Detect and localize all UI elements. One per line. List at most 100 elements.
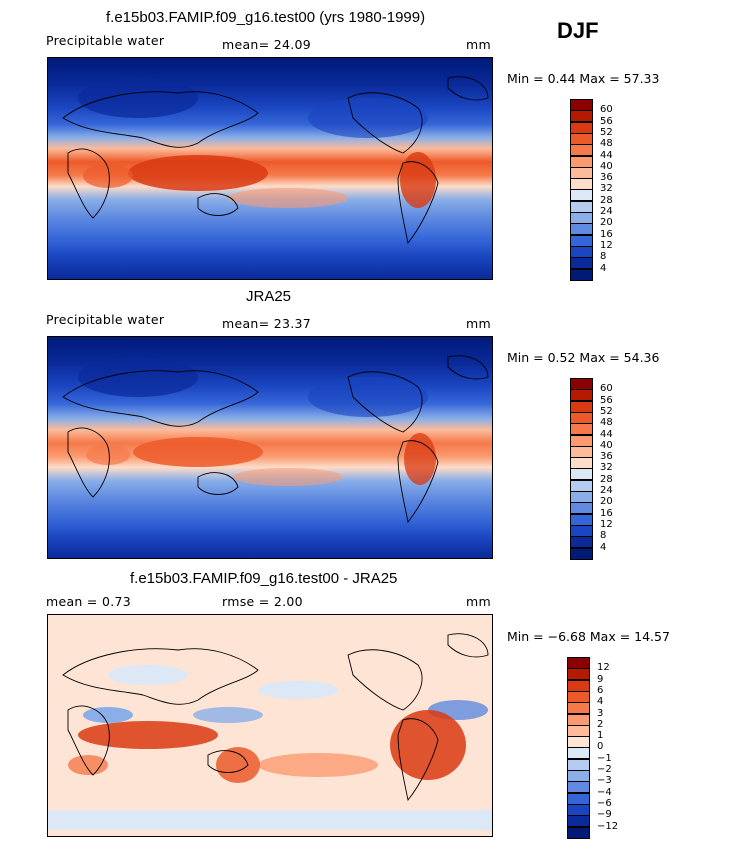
colorbar-level-label: −2 <box>597 764 612 775</box>
colorbar-level-label: 36 <box>600 451 613 463</box>
colorbar-level-label: −6 <box>597 797 612 809</box>
colorbar-swatch <box>570 144 593 157</box>
colorbar-swatch <box>570 110 593 123</box>
colorbar-level-label: 2 <box>597 718 604 730</box>
colorbar-swatch <box>570 234 593 247</box>
colorbar-swatch <box>570 400 593 413</box>
colorbar-swatch <box>570 468 593 481</box>
colorbar-level-label: 4 <box>597 696 604 708</box>
colorbar-swatch <box>567 770 590 782</box>
colorbar-level-label: −12 <box>597 820 619 832</box>
colorbar-swatch <box>567 826 590 839</box>
colorbar-swatch <box>570 223 593 236</box>
colorbar-swatch <box>570 257 593 270</box>
colorbar-level-label: 4 <box>600 262 607 274</box>
colorbar-swatch <box>570 155 593 168</box>
colorbar-level-label: 24 <box>600 206 613 217</box>
colorbar-swatch <box>567 815 590 828</box>
colorbar-level-label: 0 <box>597 741 604 753</box>
colorbar-level-label: 32 <box>600 183 613 195</box>
units-label: mm <box>466 594 491 609</box>
colorbar-level-label: 44 <box>600 428 613 440</box>
colorbar-level-label: 28 <box>600 194 613 206</box>
colorbar-level-label: 60 <box>600 104 613 116</box>
colorbar-swatch <box>567 781 590 794</box>
colorbar-level-label: −1 <box>597 752 612 764</box>
colorbar-swatch <box>567 690 590 703</box>
map-difference <box>47 614 493 837</box>
colorbar-level-label: 1 <box>597 730 604 742</box>
colorbar-swatch <box>570 491 593 503</box>
colorbar-swatch <box>567 713 590 726</box>
colorbar-swatch <box>570 200 593 213</box>
colorbar-swatch <box>570 212 593 224</box>
colorbar-level-label: 6 <box>597 684 604 696</box>
colorbar-level-label: 40 <box>600 160 613 172</box>
colorbar-swatch <box>570 268 593 281</box>
colorbar-swatch <box>570 389 593 402</box>
colorbar-swatch <box>570 99 593 111</box>
colorbar-swatch <box>570 423 593 436</box>
min-max: Min = 0.44 Max = 57.33 <box>507 71 660 86</box>
map-model-precip-water <box>47 57 493 280</box>
colorbar-swatch <box>570 457 593 470</box>
colorbar-level-label: 20 <box>600 496 613 508</box>
mean-value: mean= 24.09 <box>222 37 311 52</box>
panel-title: f.e15b03.FAMIP.f09_g16.test00 (yrs 1980-… <box>106 9 426 26</box>
colorbar-level-label: 20 <box>600 217 613 229</box>
difference-field <box>48 615 492 836</box>
coastlines <box>62 355 489 524</box>
colorbar-swatch <box>570 479 593 492</box>
colorbar-swatch <box>570 434 593 447</box>
colorbar-swatch <box>567 747 590 760</box>
colorbar-level-label: 44 <box>600 149 613 161</box>
colorbar-level-label: −3 <box>597 775 612 787</box>
colorbar-level-label: 16 <box>600 507 613 519</box>
colorbar-swatch <box>567 724 590 737</box>
colorbar-swatch <box>570 121 593 134</box>
precip-field <box>48 58 492 279</box>
mean-value: mean= 23.37 <box>222 316 311 331</box>
colorbar-level-label: 12 <box>600 239 613 251</box>
colorbar-swatch <box>567 702 590 715</box>
colorbar-swatch <box>570 166 593 179</box>
colorbar-level-label: 28 <box>600 473 613 485</box>
colorbar-level-label: 36 <box>600 172 613 184</box>
units-label: mm <box>466 316 491 331</box>
rmse-value: rmse = 2.00 <box>222 594 303 609</box>
min-max: Min = −6.68 Max = 14.57 <box>507 629 670 644</box>
colorbar-swatch <box>570 178 593 191</box>
season-label: DJF <box>557 18 599 43</box>
colorbar-level-label: 52 <box>600 126 613 138</box>
coastlines <box>62 76 489 245</box>
colorbar-swatch <box>570 445 593 458</box>
colorbar-level-label: 8 <box>600 251 607 263</box>
colorbar-swatch <box>570 378 593 390</box>
colorbar-level-label: 48 <box>600 138 613 150</box>
colorbar-swatch <box>567 657 590 669</box>
colorbar-level-label: 12 <box>597 662 610 674</box>
panel-title: JRA25 <box>246 288 292 305</box>
colorbar-level-label: −9 <box>597 809 612 821</box>
units-label: mm <box>466 37 491 52</box>
field-name: Precipitable water <box>46 33 165 48</box>
colorbar-level-label: 8 <box>600 530 607 542</box>
colorbar-level-label: 9 <box>597 673 604 685</box>
colorbar-swatch <box>570 132 593 145</box>
colorbar-swatch <box>567 679 590 692</box>
colorbar-level-label: 48 <box>600 417 613 429</box>
colorbar-level-label: 4 <box>600 541 607 553</box>
colorbar-level-label: 56 <box>600 115 613 127</box>
colorbar-swatch <box>570 245 593 258</box>
field-name: Precipitable water <box>46 312 165 327</box>
colorbar-level-label: 32 <box>600 462 613 474</box>
colorbar-swatch <box>570 502 593 515</box>
coastlines <box>62 633 489 802</box>
colorbar-level-label: 12 <box>600 518 613 530</box>
min-max: Min = 0.52 Max = 54.36 <box>507 350 660 365</box>
colorbar-swatch <box>567 803 590 816</box>
colorbar-swatch <box>567 668 590 681</box>
colorbar-swatch <box>570 513 593 526</box>
colorbar-swatch <box>567 792 590 805</box>
colorbar-swatch <box>570 524 593 537</box>
